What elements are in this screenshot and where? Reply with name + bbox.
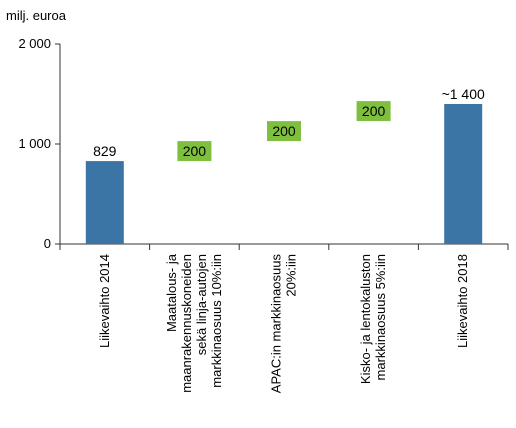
category-label: APAC:in markkinaosuus 20%:iin — [269, 254, 299, 394]
increment-badge — [177, 141, 212, 162]
y-tick-label: 1 000 — [18, 136, 51, 151]
category-label: Maatalous- ja maanrakennuskoneiden sekä li… — [164, 253, 224, 393]
category-label-line: Kisko- ja lentokaluston — [358, 254, 373, 384]
category-labels: Liikevaihto 2014 Maatalous- ja maanrakennu… — [97, 253, 470, 393]
y-tick-label: 2 000 — [18, 36, 51, 51]
bar-total — [85, 161, 124, 244]
category-label: Liikevaihto 2018 — [455, 254, 470, 348]
category-label-line: 20%:iin — [284, 254, 299, 297]
increment-label: 200 — [272, 123, 296, 139]
category-label-line: Liikevaihto 2014 — [97, 254, 112, 348]
category-label-line: maanrakennuskoneiden — [179, 254, 194, 393]
increment-label: 200 — [362, 103, 386, 119]
category-label-line: markkinaosuus 10%:iin — [209, 254, 224, 388]
category-label-line: markkinaosuus 5%:iin — [373, 254, 388, 380]
category-label-line: Liikevaihto 2018 — [455, 254, 470, 348]
unit-label: milj. euroa — [6, 8, 67, 23]
data-label: 829 — [93, 143, 117, 159]
axis: 0 1 000 2 000 — [18, 36, 509, 251]
increment-label: 200 — [183, 143, 207, 159]
category-label: Kisko- ja lentokaluston markkinaosuus 5%:… — [358, 254, 388, 384]
category-label-line: Maatalous- ja — [164, 253, 179, 332]
category-label: Liikevaihto 2014 — [97, 254, 112, 348]
bars — [85, 101, 483, 244]
bar-total — [444, 104, 483, 244]
increment-badge — [267, 121, 301, 142]
increment-badge — [356, 101, 391, 122]
data-labels: 829 200 200 200 ~1 400 — [93, 86, 485, 159]
category-label-line: sekä linja-autojen — [194, 254, 209, 355]
category-label-line: APAC:in markkinaosuus — [269, 254, 284, 394]
data-label: ~1 400 — [442, 86, 485, 102]
y-tick-label: 0 — [44, 236, 51, 251]
